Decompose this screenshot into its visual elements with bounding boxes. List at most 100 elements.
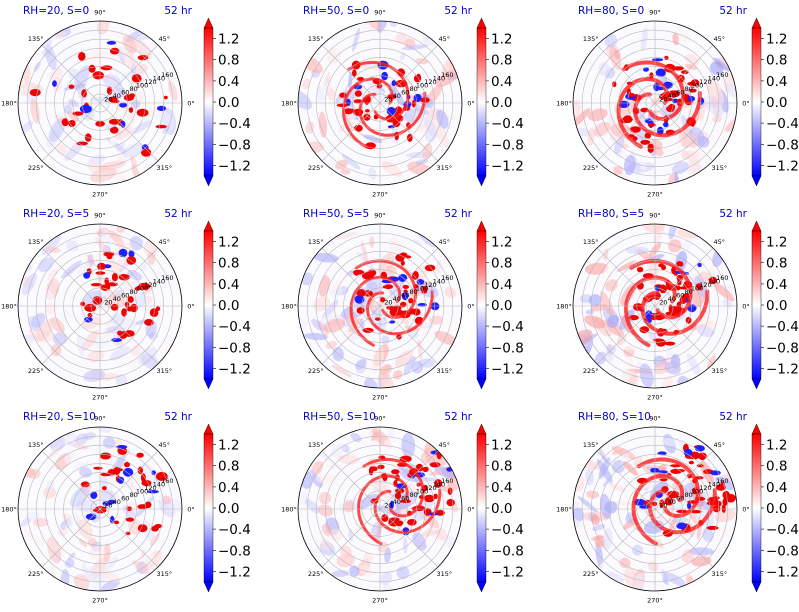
strong-cell (663, 121, 669, 128)
strong-cell (377, 464, 385, 470)
r-tick-label: 40 (113, 295, 121, 303)
weak-cell (37, 257, 54, 272)
spiral-band (632, 91, 702, 138)
weak-cell (667, 239, 682, 253)
weak-cell (604, 33, 618, 48)
r-tick-label: 160 (161, 71, 173, 79)
colorbar-extend-max (751, 220, 762, 232)
polar-grid (18, 224, 182, 388)
weak-cell (401, 44, 429, 51)
weak-cell (168, 499, 182, 513)
colorbar-tick-label: 0.4 (491, 74, 512, 90)
theta-tick-label: 45° (159, 35, 171, 43)
r-tick-label: 100 (136, 488, 148, 496)
theta-gridline (41, 102, 101, 162)
colorbar-extend-min (751, 581, 762, 593)
weak-cell (413, 239, 423, 246)
strong-cell (636, 266, 644, 273)
weak-cell (141, 462, 159, 483)
weak-cell (399, 52, 406, 61)
strong-cell (110, 126, 119, 134)
r-tick-label: 140 (433, 278, 445, 286)
strong-cell (633, 303, 643, 311)
weak-cell (434, 466, 457, 479)
weak-cell (323, 72, 331, 87)
theta-gridline (41, 305, 101, 365)
strong-cell (119, 102, 128, 108)
colorbar-tick-label: 0.0 (491, 298, 512, 314)
weak-cell (61, 260, 82, 279)
weak-cell (130, 99, 140, 109)
weak-cell (129, 235, 144, 251)
weak-cell (301, 272, 314, 286)
r-tick-label: 120 (144, 281, 156, 289)
weak-cell (655, 539, 664, 549)
strong-cell (627, 92, 635, 97)
weak-cell (134, 319, 147, 325)
strong-cell (128, 107, 134, 113)
colorbar-tick-label: −0.4 (218, 522, 251, 538)
theta-tick-label: 90° (94, 415, 106, 423)
theta-gridline (654, 305, 714, 365)
weak-cell (86, 254, 96, 267)
polar-frame (297, 20, 463, 186)
r-tick-label: 120 (144, 78, 156, 86)
r-tick-label: 140 (433, 481, 445, 489)
weak-cell (73, 574, 90, 590)
weak-cell (150, 331, 158, 350)
colorbar-tick-label: −1.2 (491, 361, 524, 377)
weak-cell (331, 364, 352, 378)
strong-cell (345, 98, 351, 106)
theta-gridline (321, 508, 381, 568)
weak-cell (436, 109, 449, 129)
panel-title: RH=20, S=0 (23, 5, 89, 17)
strong-cell (111, 273, 118, 282)
theta-tick-label: 45° (439, 35, 451, 43)
colorbar-tick-label: −0.4 (491, 522, 524, 538)
weak-cell (326, 270, 345, 281)
weak-cell (30, 98, 40, 124)
weak-cell (369, 236, 375, 249)
weak-cell (435, 69, 461, 87)
strong-cell (88, 64, 96, 73)
strong-cell (420, 286, 428, 292)
weak-cell (609, 46, 622, 70)
strong-cell (612, 81, 617, 88)
colorbar-extend-max (476, 220, 487, 232)
weak-cell (76, 234, 84, 249)
weak-cell (433, 51, 444, 71)
weak-cell (307, 469, 316, 482)
theta-tick-label: 135° (28, 238, 44, 246)
theta-tick-label: 270° (372, 394, 388, 402)
colorbar-tick-label: −0.8 (491, 137, 524, 153)
weak-cell (376, 47, 387, 64)
weak-cell (621, 341, 640, 351)
weak-cell (448, 312, 459, 335)
theta-gridline (99, 305, 159, 365)
colorbar-tick-label: −0.8 (491, 340, 524, 356)
strong-cell (683, 448, 693, 457)
theta-tick-label: 135° (583, 441, 599, 449)
strong-cell (29, 89, 41, 97)
weak-cell (675, 443, 683, 455)
strong-cell (391, 469, 400, 475)
panel-title: RH=20, S=10 (23, 411, 96, 423)
strong-cell (670, 468, 683, 474)
theta-tick-label: 180° (556, 506, 572, 514)
colorbar-bar (476, 230, 487, 380)
theta-tick-label: 270° (372, 597, 388, 605)
theta-tick-label: 90° (94, 9, 106, 17)
weak-cell (424, 66, 437, 79)
strong-cell (363, 113, 371, 121)
colorbar-tick-label: 0.0 (491, 501, 512, 517)
weak-cell (102, 556, 119, 572)
theta-gridline (41, 508, 101, 568)
theta-tick-label: 180° (1, 303, 17, 311)
polar-grid (573, 21, 737, 185)
strong-cell (92, 71, 105, 80)
weak-cell (338, 125, 345, 133)
strong-cell (126, 256, 137, 265)
theta-gridline (379, 508, 439, 568)
